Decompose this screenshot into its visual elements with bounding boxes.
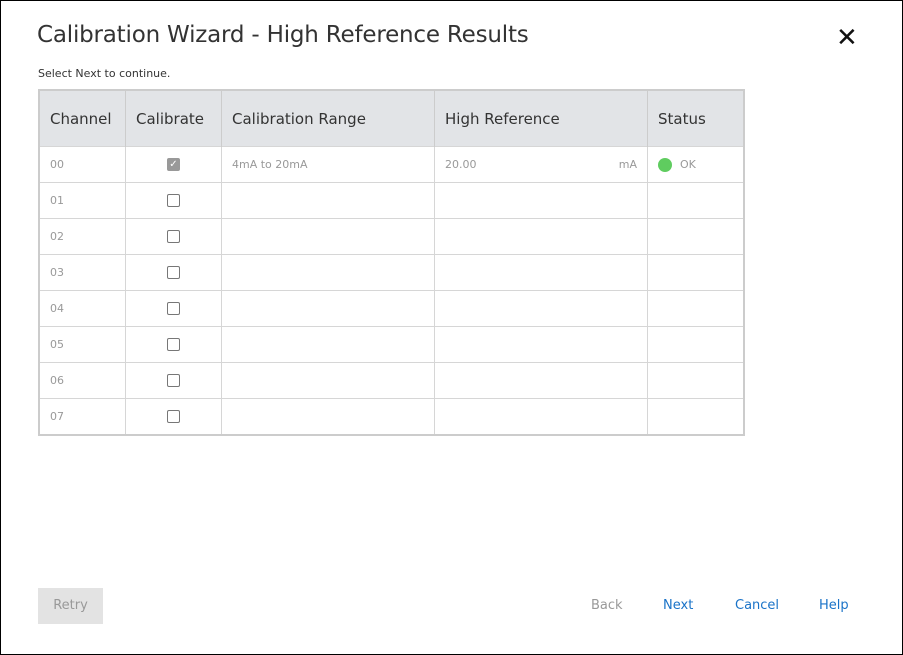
status-cell: [647, 362, 745, 399]
calibration-range-cell: [221, 290, 435, 327]
next-button[interactable]: Next: [663, 598, 694, 613]
status-cell: [647, 326, 745, 363]
header-calibration-range: Calibration Range: [221, 90, 435, 147]
calibration-range-cell: [221, 326, 435, 363]
calibrate-checkbox[interactable]: [167, 302, 180, 316]
channel-cell: 03: [38, 254, 126, 291]
channel-cell: 04: [38, 290, 126, 327]
high-reference-cell: 20.00 mA: [434, 146, 648, 183]
channel-cell: 01: [38, 182, 126, 219]
channel-cell: 07: [38, 398, 126, 436]
status-cell: [647, 182, 745, 219]
high-reference-cell: [434, 362, 648, 399]
table-row: 01: [38, 182, 745, 219]
status-cell: [647, 218, 745, 255]
table-row: 04: [38, 290, 745, 327]
calibrate-checkbox[interactable]: ✓: [167, 158, 180, 172]
table-row: 07: [38, 398, 745, 436]
high-reference-cell: [434, 182, 648, 219]
cancel-button[interactable]: Cancel: [735, 598, 780, 613]
retry-button[interactable]: Retry: [38, 588, 103, 624]
calibrate-checkbox[interactable]: [167, 410, 180, 424]
calibrate-checkbox[interactable]: [167, 374, 180, 388]
calibrate-cell: [125, 218, 222, 255]
status-cell: [647, 254, 745, 291]
status-cell: [647, 398, 745, 436]
calibrate-cell: [125, 254, 222, 291]
calibrate-cell: ✓: [125, 146, 222, 183]
high-reference-cell: [434, 398, 648, 436]
calibrate-cell: [125, 398, 222, 436]
high-reference-cell: [434, 290, 648, 327]
high-reference-value: 20.00: [445, 158, 477, 171]
calibration-range-cell: [221, 182, 435, 219]
high-reference-cell: [434, 254, 648, 291]
table-row: 02: [38, 218, 745, 255]
dialog-title: Calibration Wizard - High Reference Resu…: [37, 22, 529, 48]
calibration-range-cell: [221, 362, 435, 399]
table-row: 03: [38, 254, 745, 291]
calibrate-checkbox[interactable]: [167, 230, 180, 244]
calibrate-checkbox[interactable]: [167, 266, 180, 280]
instruction-text: Select Next to continue.: [38, 67, 171, 80]
close-icon[interactable]: ✕: [836, 23, 858, 53]
high-reference-cell: [434, 218, 648, 255]
status-cell: [647, 290, 745, 327]
status-ok-icon: [658, 157, 672, 172]
calibrate-cell: [125, 290, 222, 327]
calibrate-cell: [125, 182, 222, 219]
header-high-reference: High Reference: [434, 90, 648, 147]
high-reference-unit: mA: [618, 158, 637, 171]
header-channel: Channel: [39, 90, 126, 147]
status-text: OK: [680, 157, 696, 171]
high-reference-cell: [434, 326, 648, 363]
calibration-range-cell: [221, 254, 435, 291]
channel-cell: 05: [38, 326, 126, 363]
channel-cell: 02: [38, 218, 126, 255]
table-row: 00 ✓ 4mA to 20mA 20.00 mA OK: [38, 146, 745, 183]
calibrate-cell: [125, 362, 222, 399]
calibration-range-cell: [221, 398, 435, 436]
calibrate-checkbox[interactable]: [167, 194, 180, 208]
channel-cell: 06: [38, 362, 126, 399]
table-row: 05: [38, 326, 745, 363]
table-row: 06: [38, 362, 745, 399]
calibrate-checkbox[interactable]: [167, 338, 180, 352]
channel-table: Channel Calibrate Calibration Range High…: [38, 89, 745, 436]
calibrate-cell: [125, 326, 222, 363]
header-calibrate: Calibrate: [125, 90, 222, 147]
table-header: Channel Calibrate Calibration Range High…: [39, 90, 745, 147]
status-cell: OK: [647, 146, 745, 183]
channel-cell: 00: [38, 146, 126, 183]
calibration-range-cell: [221, 218, 435, 255]
back-button[interactable]: Back: [591, 598, 623, 613]
help-button[interactable]: Help: [819, 598, 849, 613]
calibration-range-cell: 4mA to 20mA: [221, 146, 435, 183]
header-status: Status: [647, 90, 745, 147]
